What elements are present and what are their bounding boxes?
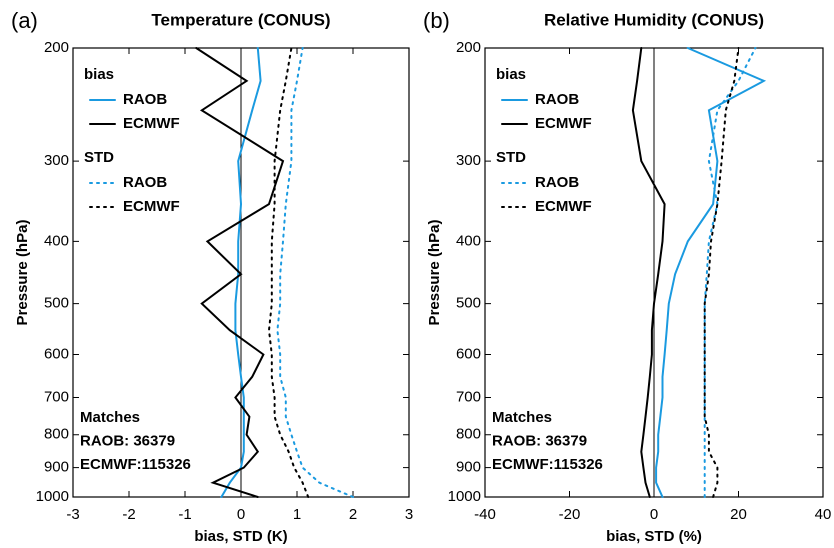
x-tick-label: 40 xyxy=(815,506,832,523)
legend-label: ECMWF xyxy=(535,115,592,132)
y-tick-label: 200 xyxy=(456,39,481,56)
data-line xyxy=(195,47,285,498)
panel-label: (b) xyxy=(423,8,450,33)
data-line xyxy=(276,47,354,498)
legend-label: RAOB xyxy=(535,174,579,191)
data-line xyxy=(267,47,310,498)
y-tick-label: 500 xyxy=(44,295,69,312)
y-tick-label: 700 xyxy=(456,388,481,405)
y-tick-label: 300 xyxy=(456,152,481,169)
y-tick-label: 600 xyxy=(456,345,481,362)
x-tick-label: -1 xyxy=(178,506,191,523)
data-line xyxy=(220,47,262,498)
x-tick-label: 2 xyxy=(349,506,357,523)
legend-group: bias xyxy=(496,66,526,83)
data-line xyxy=(703,47,757,498)
legend-label: RAOB xyxy=(123,174,167,191)
x-tick-label: 1 xyxy=(293,506,301,523)
legend-group: STD xyxy=(496,149,526,166)
x-axis-label: bias, STD (K) xyxy=(194,528,287,545)
legend-label: RAOB xyxy=(535,91,579,108)
panel-label: (a) xyxy=(11,8,38,33)
x-tick-label: 3 xyxy=(405,506,413,523)
chart-title: Temperature (CONUS) xyxy=(151,10,330,29)
data-line xyxy=(655,47,767,498)
y-tick-label: 800 xyxy=(44,426,69,443)
x-tick-label: -3 xyxy=(66,506,79,523)
y-tick-label: 800 xyxy=(456,426,481,443)
x-tick-label: 20 xyxy=(730,506,747,523)
y-tick-label: 200 xyxy=(44,39,69,56)
y-tick-label: 400 xyxy=(456,232,481,249)
legend-label: ECMWF xyxy=(535,198,592,215)
y-tick-label: 700 xyxy=(44,388,69,405)
panel: (b) Relative Humidity (CONUS) bias, STD (%… xyxy=(423,8,831,545)
x-axis-label: bias, STD (%) xyxy=(606,528,702,545)
data-line xyxy=(631,47,666,498)
y-tick-label: 400 xyxy=(44,232,69,249)
x-tick-label: -2 xyxy=(122,506,135,523)
y-axis-label: Pressure (hPa) xyxy=(426,220,443,326)
y-tick-label: 900 xyxy=(44,459,69,476)
annotation: Matches xyxy=(492,409,552,426)
y-tick-label: 900 xyxy=(456,459,481,476)
panel: (a) Temperature (CONUS) bias, STD (K) Press… xyxy=(11,8,413,545)
annotation: Matches xyxy=(80,409,140,426)
y-tick-label: 1000 xyxy=(36,488,69,505)
x-tick-label: -20 xyxy=(559,506,581,523)
legend-group: STD xyxy=(84,149,114,166)
y-tick-label: 300 xyxy=(44,152,69,169)
annotation: ECMWF:115326 xyxy=(80,456,191,473)
annotation: ECMWF:115326 xyxy=(492,456,603,473)
annotation: RAOB: 36379 xyxy=(492,432,587,449)
x-tick-label: 0 xyxy=(650,506,658,523)
legend-group: bias xyxy=(84,66,114,83)
x-tick-label: -40 xyxy=(474,506,496,523)
legend-label: ECMWF xyxy=(123,198,180,215)
legend-label: ECMWF xyxy=(123,115,180,132)
y-tick-label: 600 xyxy=(44,345,69,362)
x-tick-label: 0 xyxy=(237,506,245,523)
y-axis-label: Pressure (hPa) xyxy=(14,220,31,326)
chart-title: Relative Humidity (CONUS) xyxy=(544,10,764,29)
legend-label: RAOB xyxy=(123,91,167,108)
annotation: RAOB: 36379 xyxy=(80,432,175,449)
y-tick-label: 500 xyxy=(456,295,481,312)
y-tick-label: 1000 xyxy=(448,488,481,505)
